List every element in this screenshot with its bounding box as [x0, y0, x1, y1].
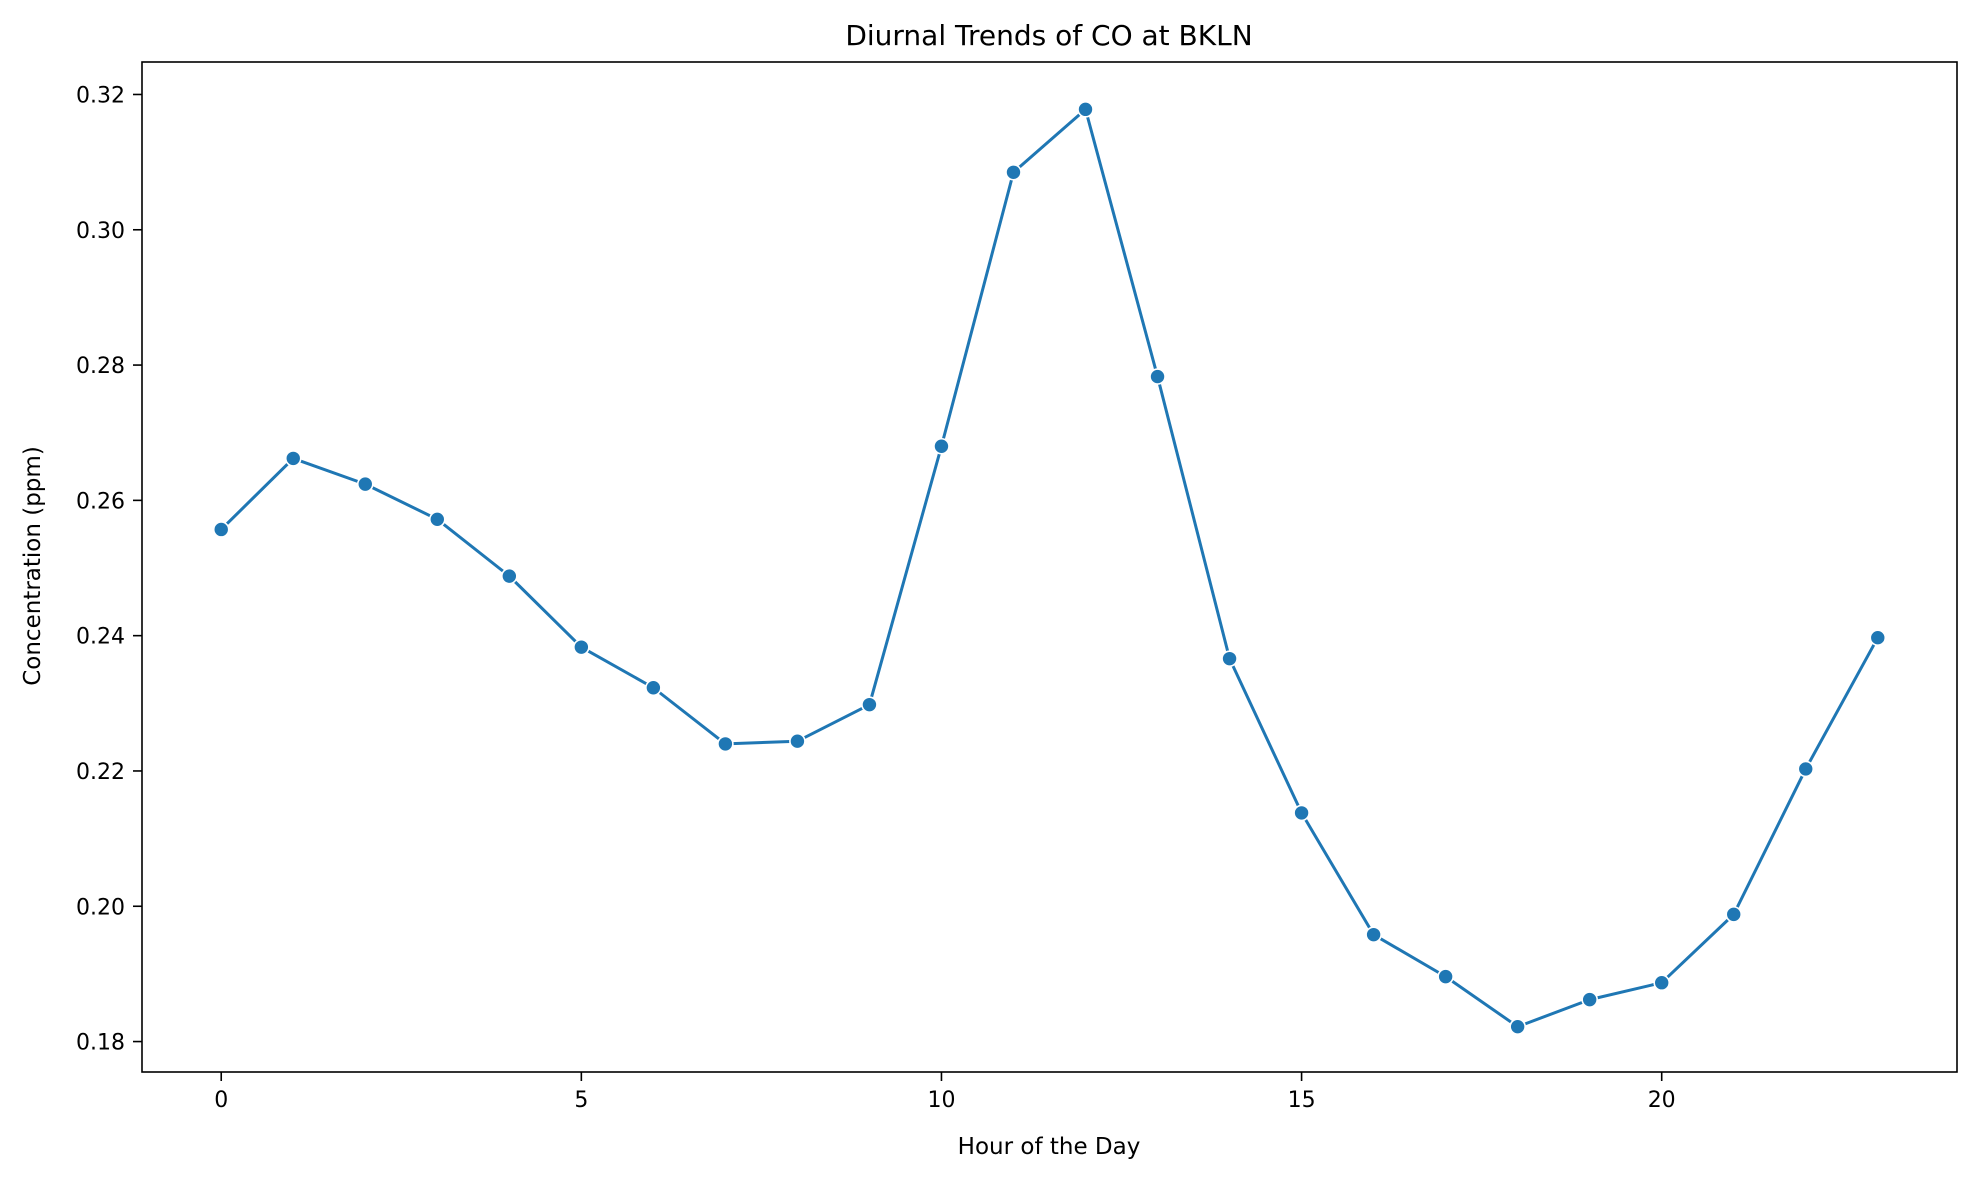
data-point [1005, 163, 1022, 181]
data-point [573, 638, 590, 656]
data-point [717, 735, 734, 753]
data-point [1293, 804, 1310, 822]
data-point [861, 696, 878, 713]
data-point [1509, 1018, 1526, 1035]
series-line [220, 107, 1880, 1029]
y-tick-label: 0.26 [76, 489, 125, 514]
data-point [933, 437, 950, 455]
x-axis-label: Hour of the Day [958, 1134, 1141, 1160]
y-tick-label: 0.22 [76, 760, 125, 785]
plot-frame [141, 61, 1958, 1073]
data-point [1077, 101, 1094, 118]
y-tick-label: 0.32 [76, 83, 125, 108]
data-point [284, 450, 302, 467]
plot-area [212, 101, 1887, 1035]
x-tick-label: 20 [1648, 1088, 1676, 1113]
data-point [1437, 968, 1454, 985]
x-tick-label: 10 [927, 1088, 955, 1113]
data-point [1797, 760, 1815, 778]
data-point [1869, 629, 1887, 646]
chart-title: Diurnal Trends of CO at BKLN [845, 19, 1252, 52]
y-axis: 0.18 0.20 0.22 0.24 0.26 0.28 0.30 0.32 [76, 83, 142, 1056]
y-axis-label: Concentration (ppm) [20, 446, 46, 686]
data-point [1149, 368, 1166, 385]
y-tick-label: 0.18 [76, 1031, 125, 1056]
data-point [212, 521, 230, 538]
data-point [645, 679, 662, 697]
x-tick-label: 15 [1288, 1088, 1316, 1113]
data-point [1221, 650, 1238, 667]
data-point [356, 475, 374, 493]
data-point [1581, 991, 1598, 1008]
data-point [789, 732, 806, 750]
data-point [501, 567, 518, 585]
x-axis: 0 5 10 15 20 [214, 1072, 1676, 1113]
y-tick-label: 0.20 [76, 895, 125, 920]
data-point [1653, 974, 1671, 992]
data-point [428, 511, 446, 528]
x-tick-label: 0 [214, 1088, 228, 1113]
data-point [1365, 926, 1382, 943]
y-tick-label: 0.28 [76, 354, 125, 379]
y-tick-label: 0.24 [76, 625, 125, 650]
y-tick-label: 0.30 [76, 219, 125, 244]
data-point [1725, 906, 1743, 923]
x-tick-label: 5 [574, 1088, 588, 1113]
